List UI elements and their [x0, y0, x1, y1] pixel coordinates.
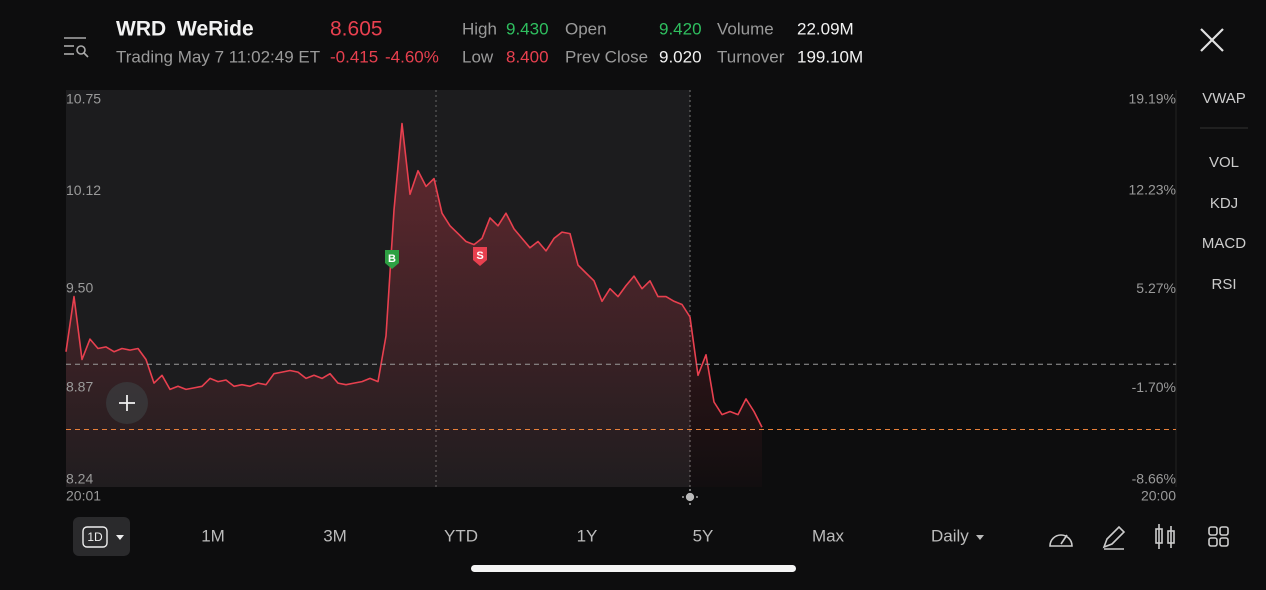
stat-label: Prev Close	[565, 47, 648, 66]
indicator[interactable]: RSI	[1211, 276, 1236, 293]
price: 8.605	[330, 18, 383, 41]
y-tick-label: 9.50	[66, 279, 93, 295]
period[interactable]: 1M	[201, 526, 225, 545]
status: Trading May 7 11:02:49 ET	[116, 47, 320, 66]
y-tick-label: 10.12	[66, 182, 101, 198]
x-end-label: 20:00	[1141, 488, 1176, 504]
period[interactable]: Max	[812, 526, 845, 545]
stat-label: Turnover	[717, 47, 785, 66]
stat-value: 22.09M	[797, 19, 854, 38]
y2-tick-label: 12.23%	[1129, 181, 1176, 197]
indicator[interactable]: KDJ	[1210, 195, 1238, 212]
period-box	[82, 526, 108, 548]
y2-tick-label: -8.66%	[1132, 471, 1176, 487]
change-pct: -4.60%	[385, 47, 439, 66]
change: -0.415	[330, 47, 378, 66]
sell-marker: S	[473, 247, 487, 266]
dropdown-arrow	[116, 535, 124, 540]
add-button[interactable]	[106, 382, 148, 424]
stat-value: 8.400	[506, 47, 549, 66]
stat-value: 9.020	[659, 47, 702, 66]
stat-value: 9.420	[659, 19, 702, 38]
symbol: WRD	[116, 18, 166, 41]
period[interactable]: 5Y	[693, 526, 714, 545]
indicator[interactable]: MACD	[1202, 235, 1246, 252]
price-area	[66, 123, 762, 487]
close-button[interactable]	[1200, 28, 1224, 52]
y2-tick-label: 19.19%	[1129, 91, 1176, 107]
buy-marker: B	[385, 250, 399, 269]
y-tick-label: 8.87	[66, 379, 93, 395]
period[interactable]: 1Y	[577, 526, 598, 545]
period[interactable]: 3M	[323, 526, 347, 545]
menu-icon[interactable]	[64, 37, 89, 58]
stat-label: Low	[462, 47, 494, 66]
company-name: WeRide	[177, 18, 254, 41]
price-chart	[65, 122, 1176, 487]
sun-icon	[682, 489, 698, 505]
stat-value: 199.10M	[797, 47, 863, 66]
period[interactable]: YTD	[444, 526, 478, 545]
stat-label: Open	[565, 19, 607, 38]
indicator[interactable]: VOL	[1209, 154, 1239, 171]
tool-icons[interactable]	[1049, 524, 1229, 550]
y2-tick-label: -1.70%	[1132, 379, 1176, 395]
interval[interactable]: Daily	[931, 526, 969, 545]
stat-label: Volume	[717, 19, 774, 38]
stat-label: High	[462, 19, 497, 38]
x-start-label: 20:01	[66, 488, 101, 504]
marker-label: B	[388, 253, 396, 265]
dropdown-arrow	[976, 535, 984, 540]
y2-tick-label: 5.27%	[1136, 280, 1176, 296]
price-line	[65, 122, 763, 428]
marker-label: S	[476, 250, 483, 262]
period[interactable]: 1D	[87, 530, 103, 544]
indicator[interactable]: VWAP	[1202, 90, 1246, 107]
stat-value: 9.430	[506, 19, 549, 38]
home-indicator	[471, 565, 796, 572]
y-tick-label: 8.24	[66, 471, 93, 487]
y-tick-label: 10.75	[66, 91, 101, 107]
